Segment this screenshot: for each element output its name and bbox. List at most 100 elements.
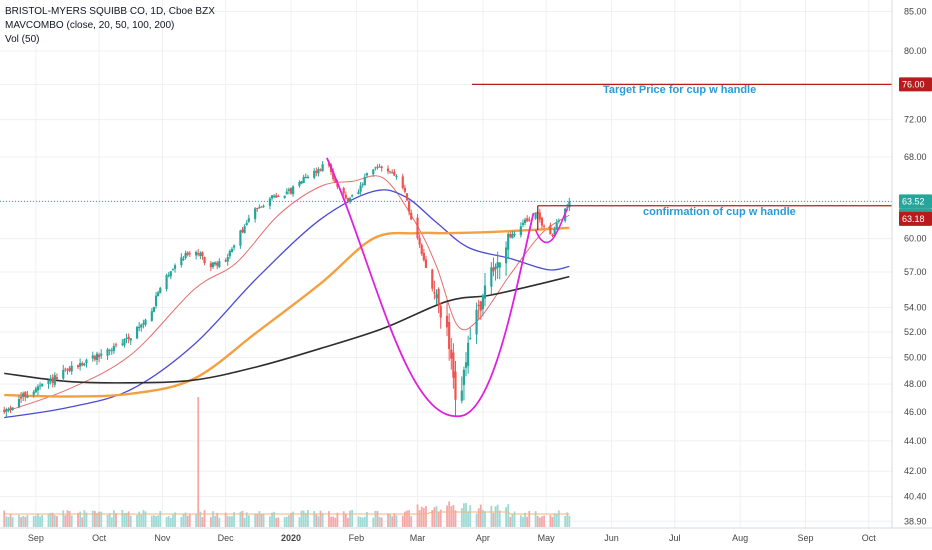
candle-body [41,383,44,387]
candle-body [22,393,25,397]
candle-body [91,355,94,359]
candle [211,261,215,270]
x-tick-label: Feb [349,533,365,543]
volume-bar [372,517,375,527]
candle-body [538,212,541,220]
volume-bar [180,516,183,527]
indicator-legend[interactable]: MAVCOMBO (close, 20, 50, 100, 200) [5,20,174,31]
volume-bar [378,516,381,527]
candle-body [319,169,322,171]
candle [239,229,242,249]
volume-bar [328,511,330,527]
candle [100,349,103,359]
candle-body [114,344,118,346]
candle-body [273,195,276,198]
candle-body [380,166,383,168]
candle-body [448,321,451,350]
candle [216,261,219,270]
volume-bar [304,512,307,527]
volume-bar [18,514,20,527]
candle [475,302,478,344]
candle [34,386,37,394]
volume-bar [150,515,153,527]
volume-bar [106,514,109,527]
volume-bar [496,504,499,527]
candle-body [302,176,305,183]
volume-bar [262,513,265,527]
candle-body [95,353,99,360]
candle [41,383,44,387]
candle [144,318,147,327]
volume-bar [245,512,248,527]
candle-body [513,233,516,236]
candle [513,231,516,238]
volume-bar [233,512,235,527]
candle-body [7,408,10,410]
candle-body [209,263,212,268]
volume-bar [477,508,480,527]
candle [127,333,130,344]
x-tick-label: Oct [862,533,877,543]
candle [462,366,466,401]
candle-body [386,168,390,172]
candle-body [321,164,324,172]
volume-bar [110,517,113,527]
candle [135,325,139,340]
candle-body [422,252,425,260]
candle [188,251,191,258]
candle [277,194,280,198]
volume-bar [79,511,82,527]
candle [203,256,206,266]
volume-bar [361,517,364,527]
volume-bar [475,513,478,527]
candle [22,391,25,402]
volume-bar [302,510,305,527]
volume-bar [534,511,537,527]
candle-body [490,267,493,287]
volume-bar [522,517,524,527]
y-tick-label: 72.00 [904,115,927,125]
candle [555,219,558,231]
candle [372,169,375,177]
volume-bar [277,517,280,527]
volume-bar [140,514,143,527]
candle [154,291,158,309]
y-tick-label: 40.40 [904,492,927,502]
candle [186,251,189,257]
volume-bar [258,511,261,527]
candle-body [243,226,246,234]
volume-bar [452,505,455,527]
candle-body [123,339,126,346]
candle-body [401,176,404,188]
candle-body [197,253,200,255]
candle-body [526,218,529,222]
candle [298,180,301,188]
candle-body [3,409,6,412]
candle [407,198,411,216]
candle [106,347,109,360]
candle [11,407,14,411]
candle-body [507,233,510,250]
volume-bar [380,517,383,527]
candle-body [403,187,406,192]
candle-body [334,178,337,183]
candle-body [32,391,35,395]
volume-bar [306,510,309,527]
candle [523,217,527,226]
candle [241,227,244,234]
candle [346,197,350,202]
target-price-tag-bg [899,77,932,92]
volume-legend[interactable]: Vol (50) [5,34,39,45]
volume-bar [66,510,69,527]
candle [79,358,82,371]
candle-body [195,251,198,256]
volume-bar [283,517,286,527]
candle-body [144,319,147,325]
symbol-legend[interactable]: BRISTOL-MYERS SQUIBB CO, 1D, Cboe BZX [5,6,215,17]
y-tick-label: 80.00 [904,46,927,56]
candle-body [365,173,369,176]
candle-body [376,166,379,168]
candle-body [49,379,52,382]
